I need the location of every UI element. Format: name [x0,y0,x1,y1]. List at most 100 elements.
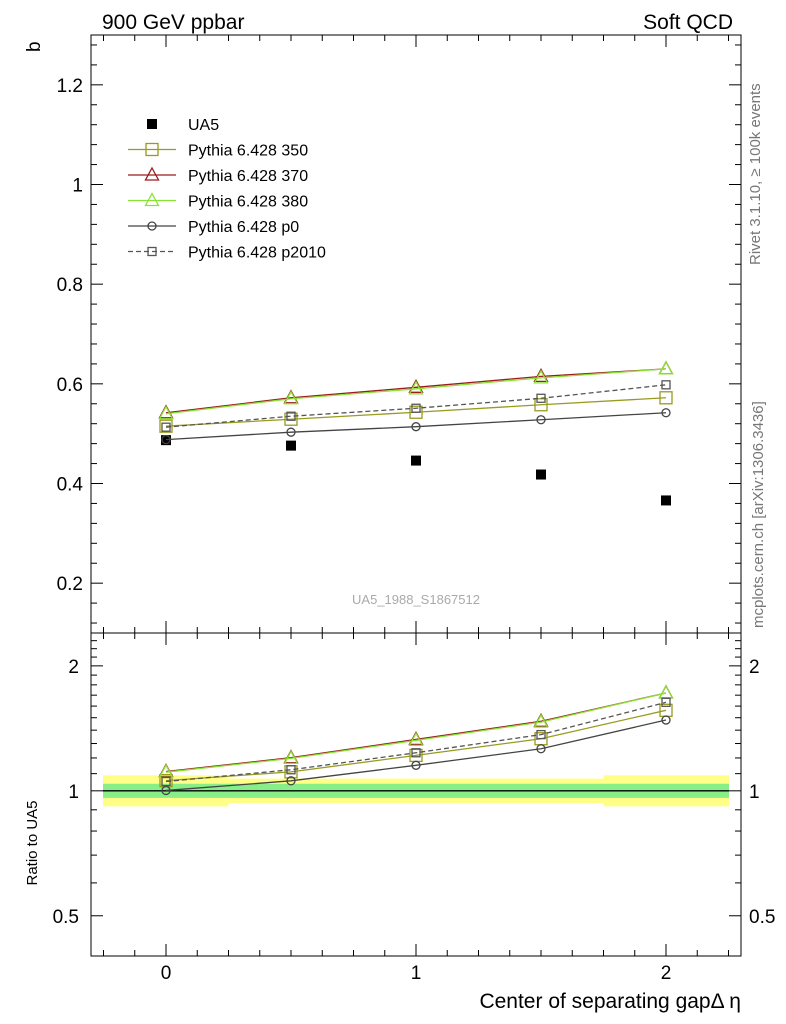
legend-entry: Pythia 6.428 350 [128,143,308,160]
ratio-data-point [533,713,549,728]
main-data-point [286,440,296,451]
legend-marker [144,166,160,181]
main-series-5 [161,380,671,432]
main-data-point [536,393,546,403]
main-data-point [284,412,298,426]
ratio-series-4 [161,697,671,787]
main-data-point [411,403,421,413]
main-data-point [661,408,671,418]
main-data-point [536,469,546,480]
ratio-data-point [658,684,674,699]
main-y-tick-label: 0.8 [57,275,83,296]
ratio-data-point [286,776,296,786]
mcplots-label: mcplots.cern.ch [arXiv:1306.3436] [750,401,767,628]
legend-entry: Pythia 6.428 p0 [128,219,299,236]
main-series-line [165,368,667,414]
ratio-data-point [161,776,171,787]
analysis-id-watermark: UA5_1988_S1867512 [352,592,480,607]
legend-marker [147,119,157,129]
legend-marker [144,192,160,207]
header-left-label: 900 GeV ppbar [102,11,244,34]
x-tick-label: 2 [661,963,672,984]
main-series-3 [158,360,674,420]
main-series-line [165,412,667,441]
main-series-0 [161,435,671,506]
main-data-point [533,369,549,384]
ratio-data-point [283,750,299,765]
main-data-point [286,411,296,421]
ratio-series-line [165,692,667,773]
ratio-y-tick-label: 0.5 [53,907,79,928]
ratio-y-axis-title: Ratio to UA5 [24,800,41,885]
main-series-2 [158,360,674,419]
legend-label: Pythia 6.428 380 [188,194,308,211]
main-y-axis-title: b [24,41,45,52]
main-y-tick-label: 1.2 [57,76,83,97]
x-tick-label: 1 [411,963,422,984]
ratio-y-tick-label-right: 0.5 [749,907,775,928]
main-data-point [283,390,299,405]
legend-marker [145,142,159,157]
main-data-point [659,391,673,405]
ratio-series-line [165,709,667,782]
rivet-version-label: Rivet 3.1.10, ≥ 100k events [747,83,764,265]
ratio-plot-panel: 0.5 0.5 1 1 2 2 0 1 2 [53,632,775,984]
main-y-tick-label: 0.6 [57,375,83,396]
legend-label: Pythia 6.428 p0 [188,219,299,236]
legend-label: UA5 [188,117,219,134]
legend-entry: Pythia 6.428 380 [128,192,308,211]
main-y-tick-label: 0.4 [57,475,84,496]
main-data-point [658,360,674,375]
main-series-line [165,384,667,428]
ratio-y-tick-label-right: 2 [749,657,760,678]
main-data-point [408,378,424,393]
ratio-series-1 [158,684,674,778]
ratio-data-point [661,697,671,707]
legend-entry: UA5 [147,117,219,134]
ratio-data-point [411,748,421,758]
main-series-line [165,368,667,415]
ratio-data-point [658,684,674,699]
header-right-label: Soft QCD [643,11,733,34]
ratio-data-point [411,760,421,770]
legend-entry: Pythia 6.428 p2010 [128,245,326,262]
ratio-series-line [165,701,667,783]
ratio-data-point [408,731,424,747]
ratio-series-line [165,719,667,792]
main-series-4 [161,408,671,445]
main-data-point [411,422,421,432]
legend-label: Pythia 6.428 p2010 [188,245,326,262]
ratio-y-tick-label: 2 [68,657,79,678]
ratio-data-point [536,744,546,754]
main-data-point [536,415,546,425]
x-tick-label: 0 [161,963,172,984]
main-data-point [411,455,421,466]
main-y-tick-label: 0.2 [57,574,83,595]
main-data-point [161,435,171,446]
legend-marker [147,246,157,257]
main-data-point [286,427,296,437]
legend-entry: Pythia 6.428 370 [128,166,308,185]
main-data-point [658,360,674,375]
ratio-data-point [286,765,296,775]
main-data-point [159,419,173,433]
ratio-data-point [661,715,671,725]
main-data-point [158,405,174,420]
ratio-y-tick-label: 1 [68,782,79,803]
legend-label: Pythia 6.428 370 [188,168,308,185]
main-data-point [409,405,423,419]
main-data-point [161,422,171,432]
main-data-point [161,434,171,445]
main-data-point [661,380,671,390]
ratio-data-point [161,785,171,796]
main-data-point [533,367,549,383]
main-data-point [408,380,424,395]
x-axis-title: Center of separating gapΔ η [479,990,741,1013]
main-data-point [661,495,671,506]
ratio-series-3 [161,715,671,796]
ratio-y-tick-label-right: 1 [749,782,760,803]
legend-label: Pythia 6.428 350 [188,143,308,160]
main-plot-panel: 0.2 0.4 0.6 0.8 1 1.2 UA5 Pythia 6.428 350 Pythi… [57,34,742,634]
ratio-data-point [536,729,546,740]
main-y-tick-label: 1 [72,176,83,197]
